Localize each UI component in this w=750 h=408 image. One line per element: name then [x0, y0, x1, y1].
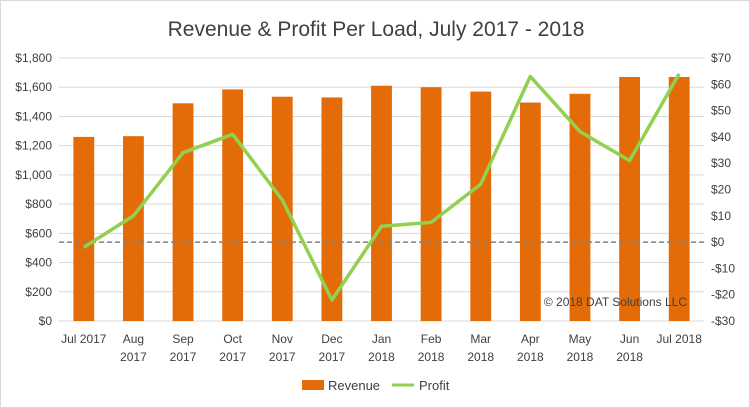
x-axis-tick-label: Aug 2017 — [120, 332, 147, 364]
x-axis-tick-label: May 2018 — [567, 332, 594, 364]
x-axis-tick-label: Apr 2018 — [517, 332, 544, 364]
left-axis-tick-label: $1,800 — [15, 51, 52, 65]
revenue-bar — [519, 102, 541, 321]
x-axis-tick-label: Jan 2018 — [368, 332, 395, 364]
revenue-bar — [172, 103, 194, 322]
x-axis-tick-label: Mar 2018 — [467, 332, 494, 364]
right-axis-tick-label: $10 — [711, 209, 731, 223]
left-axis-tick-label: $400 — [25, 256, 52, 270]
revenue-bar — [271, 96, 293, 321]
x-axis-tick-label: Dec 2017 — [319, 332, 346, 364]
chart-title: Revenue & Profit Per Load, July 2017 - 2… — [168, 18, 585, 41]
left-axis-tick-label: $1,000 — [15, 168, 52, 182]
profit-line — [82, 72, 681, 302]
left-axis-tick-label: $1,200 — [15, 139, 52, 153]
copyright-annotation: © 2018 DAT Solutions LLC — [544, 295, 687, 309]
x-axis-tick-label: Sep 2017 — [170, 332, 197, 364]
left-axis-tick-label: $0 — [39, 314, 53, 328]
legend: Revenue Profit — [302, 378, 450, 393]
legend-label-profit: Profit — [419, 378, 450, 393]
x-axis-tick-label: Oct 2017 — [219, 332, 246, 364]
x-axis-tick-label: Jul 2017 — [61, 332, 107, 346]
x-axis-tick-label: Nov 2017 — [269, 332, 296, 364]
x-axis-tick-label: Feb 2018 — [418, 332, 445, 364]
legend-swatch-revenue — [302, 380, 324, 390]
right-axis-tick-label: $30 — [711, 156, 731, 170]
right-axis-tick-label: -$10 — [711, 261, 735, 275]
right-axis-tick-label: $60 — [711, 77, 731, 91]
right-axis-tick-label: $20 — [711, 183, 731, 197]
revenue-bar — [569, 93, 591, 321]
left-axis-tick-label: $200 — [25, 285, 52, 299]
revenue-bar — [222, 89, 244, 322]
right-axis-tick-label: -$30 — [711, 314, 735, 328]
legend-label-revenue: Revenue — [328, 378, 380, 393]
x-axis-tick-label: Jun 2018 — [616, 332, 643, 364]
right-axis-tick-labels: -$30 -$20 -$10 $0 $10 $20 $30 $40 $50 $60 $70 — [711, 51, 735, 328]
revenue-bar — [470, 91, 492, 321]
left-axis-tick-label: $1,400 — [15, 109, 52, 123]
revenue-bar — [668, 76, 690, 321]
revenue-bars — [73, 76, 690, 322]
x-axis-tick-labels: Jul 2017 Aug 2017 Sep 2017 Oct 2017 Nov 2017 Dec 2… — [61, 332, 702, 364]
left-axis-tick-label: $800 — [25, 197, 52, 211]
revenue-bar — [321, 97, 343, 321]
left-axis-tick-labels: $0 $200 $400 $600 $800 $1,000 $1,200 $1,400 $1,6… — [15, 51, 52, 328]
right-axis-tick-label: $70 — [711, 51, 731, 65]
profit-line-layer — [82, 72, 681, 302]
left-axis-tick-label: $1,600 — [15, 80, 52, 94]
revenue-bar — [420, 87, 442, 321]
revenue-bar — [371, 85, 392, 321]
revenue-bar — [73, 136, 95, 321]
right-axis-tick-label: $50 — [711, 104, 731, 118]
revenue-bar — [123, 136, 144, 321]
x-axis-tick-label: Jul 2018 — [657, 332, 703, 346]
right-axis-tick-label: -$20 — [711, 288, 735, 302]
right-axis-tick-label: $40 — [711, 130, 731, 144]
right-axis-tick-label: $0 — [711, 235, 725, 249]
revenue-bar — [619, 76, 640, 321]
left-axis-tick-label: $600 — [25, 226, 52, 240]
